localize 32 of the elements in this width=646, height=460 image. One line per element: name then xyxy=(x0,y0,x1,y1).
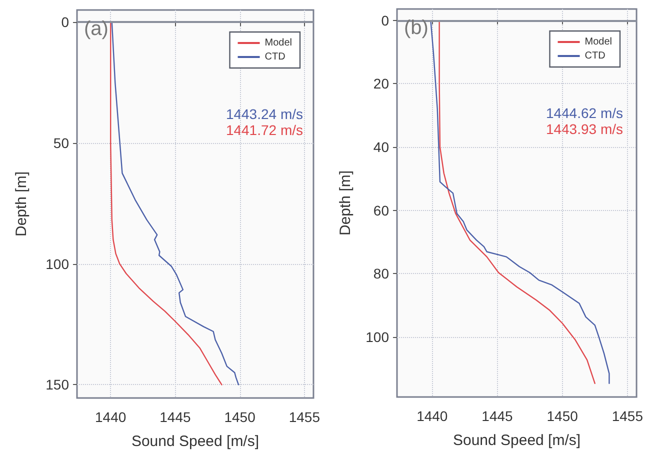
x-tick-label: 1450 xyxy=(546,408,578,424)
x-tick-label: 1455 xyxy=(612,408,644,424)
y-tick-label: 0 xyxy=(61,14,70,30)
y-tick-label: 100 xyxy=(366,328,390,345)
y-tick-label: 0 xyxy=(381,12,390,28)
annotation: 1443.24 m/s xyxy=(226,106,304,122)
y-tick-label: 80 xyxy=(373,266,390,282)
y-axis-title: Depth [m] xyxy=(337,170,354,236)
y-tick-label: 50 xyxy=(53,134,70,151)
x-tick-label: 1445 xyxy=(160,409,191,425)
y-tick-label: 100 xyxy=(46,256,70,272)
legend-label: CTD xyxy=(584,50,606,62)
y-axis-title: Depth [m] xyxy=(13,171,30,237)
chart-title: (b) xyxy=(404,17,428,39)
legend-label: CTD xyxy=(264,52,286,62)
x-tick-label: 1440 xyxy=(416,408,448,424)
x-tick-label: 1440 xyxy=(95,409,126,425)
x-tick-label: 1450 xyxy=(224,409,256,425)
annotation: 1443.93 m/s xyxy=(546,121,624,137)
annotation: 1444.62 m/s xyxy=(546,105,624,121)
x-tick-label: 1455 xyxy=(288,409,320,425)
x-axis-title: Sound Speed [m/s] xyxy=(452,432,581,449)
y-tick-label: 40 xyxy=(373,138,390,155)
legend-label: Model xyxy=(584,36,612,48)
x-tick-label: 1445 xyxy=(482,408,514,424)
chart-title: (a) xyxy=(84,18,108,40)
y-tick-label: 150 xyxy=(46,376,70,393)
y-tick-label: 60 xyxy=(373,202,390,218)
y-tick-label: 20 xyxy=(373,76,390,92)
annotation: 1441.72 m/s xyxy=(226,122,304,138)
legend-label: Model xyxy=(264,38,292,48)
x-axis-title: Sound Speed [m/s] xyxy=(131,433,260,450)
